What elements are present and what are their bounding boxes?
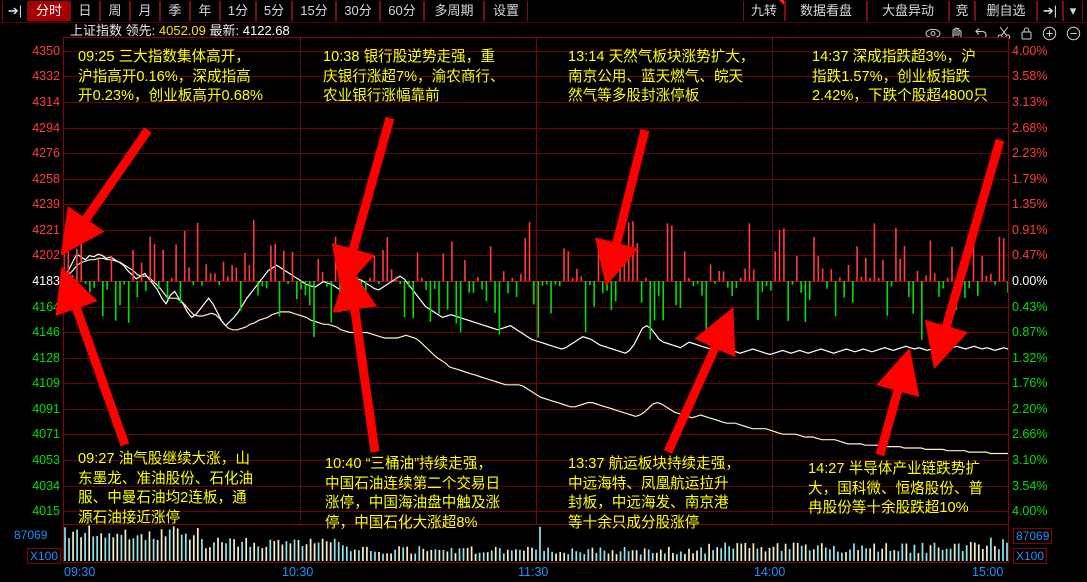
volume-unit-left: X100 (27, 548, 62, 564)
y-tick-percent: 0.00% (1012, 274, 1048, 288)
btn-bid[interactable]: 竞 (949, 1, 975, 21)
x-tick-time: 15:00 (972, 565, 1004, 579)
tab-multi-period[interactable]: 多周期 (424, 1, 484, 21)
volume-bars (64, 525, 1008, 561)
y-tick-price: 4053 (32, 453, 60, 468)
tab-60min[interactable]: 60分 (380, 1, 424, 21)
y-tick-price: 4314 (32, 94, 60, 109)
btn-del-favorite[interactable]: 删自选 (975, 1, 1037, 21)
jump-icon[interactable]: ➔| (2, 1, 28, 21)
x-tick-time: 14:00 (754, 565, 786, 579)
y-tick-price: 4202 (32, 248, 60, 263)
y-tick-price: 4164 (32, 299, 60, 314)
y-tick-percent: 0.43% (1012, 299, 1048, 314)
y-tick-percent: 0.87% (1012, 325, 1048, 340)
hand-icon[interactable] (950, 26, 964, 41)
btn-jump-right[interactable]: ➔| (1037, 1, 1063, 21)
y-tick-price: 4294 (32, 120, 60, 135)
y-tick-percent: 3.13% (1012, 94, 1048, 109)
latest-label: 最新: (209, 23, 240, 38)
tab-year[interactable]: 年 (190, 1, 220, 21)
tab-30min[interactable]: 30分 (336, 1, 380, 21)
y-tick-percent: 2.20% (1012, 401, 1048, 416)
tab-month[interactable]: 月 (130, 1, 160, 21)
btn-market-anomaly[interactable]: 大盘异动 (867, 1, 949, 21)
btn-data-board[interactable]: 数据看盘 (785, 1, 867, 21)
x-tick-time: 10:30 (282, 565, 314, 579)
annotation-1337: 13:37 航运板块持续走强， 中远海特、凤凰航运拉升 封板，中远海发、南京港 … (568, 456, 740, 531)
btn-dropdown[interactable]: ▾ (1063, 1, 1083, 21)
y-tick-percent: 0.47% (1012, 248, 1048, 263)
tab-quarter[interactable]: 季 (160, 1, 190, 21)
y-tick-percent: 3.10% (1012, 453, 1048, 468)
y-tick-price: 4128 (32, 350, 60, 365)
y-tick-price: 4221 (32, 222, 60, 237)
new-badge-icon (779, 0, 784, 5)
btn-jiuzhuan[interactable]: 九转 (743, 1, 785, 21)
y-tick-percent: 3.54% (1012, 478, 1048, 493)
y-tick-price: 4071 (32, 427, 60, 442)
y-tick-price: 4109 (32, 376, 60, 391)
price-lines (64, 253, 1008, 455)
y-tick-percent: 0.91% (1012, 222, 1048, 237)
y-tick-price: 4332 (32, 69, 60, 84)
y-tick-price: 4146 (32, 325, 60, 340)
zoom-out-icon[interactable] (1066, 26, 1081, 41)
y-tick-price: 4183 (32, 274, 60, 288)
tab-1min[interactable]: 1分 (220, 1, 256, 21)
zoom-in-icon[interactable] (1042, 26, 1057, 41)
tab-15min[interactable]: 15分 (292, 1, 336, 21)
y-tick-price: 4034 (32, 478, 60, 493)
y-tick-percent: 3.58% (1012, 69, 1048, 84)
y-tick-percent: 2.68% (1012, 120, 1048, 135)
volume-unit-right: X100 (1013, 548, 1048, 564)
index-name: 上证指数 (70, 23, 123, 38)
volume-scale-right: 87069 (1013, 528, 1053, 544)
lead-label: 领先: (125, 23, 156, 38)
price-plot[interactable] (63, 37, 1009, 525)
index-header: 上证指数 领先: 4052.09 最新: 4122.68 (70, 22, 290, 39)
average-line (64, 257, 1008, 455)
y-tick-price: 4015 (32, 504, 60, 519)
lead-value: 4052.09 (158, 23, 206, 38)
tab-day[interactable]: 日 (70, 1, 100, 21)
volume-scale-left: 87069 (14, 528, 48, 542)
x-tick-time: 09:30 (64, 565, 96, 579)
annotation-1314: 13:14 天然气板块涨势扩大， 南京公用、蓝天燃气、皖天 然气等多股封涨停板 (568, 49, 755, 104)
annotation-0927: 09:27 油气股继续大涨，山 东墨龙、准油股份、石化油 服、中曼石油均2连板，… (78, 451, 254, 526)
annotation-1437: 14:37 深成指跌超3%，沪 指跌1.57%，创业板指跌 2.42%，下跌个股… (812, 49, 989, 104)
y-tick-price: 4350 (32, 43, 60, 58)
annotation-1427: 14:27 半导体产业链跌势扩 大，国科微、恒烙股份、普 冉股份等十余股跌超10… (808, 461, 984, 516)
y-tick-percent: 2.23% (1012, 146, 1048, 161)
y-tick-percent: 4.00% (1012, 504, 1048, 519)
tab-minute[interactable]: 分时 (28, 1, 70, 21)
top-toolbar: ➔| 分时日周月季年 1分 5分 15分 30分 60分 多周期 设置 九转 数据看盘 大盘异动竞删… (0, 0, 1087, 23)
annotation-1040: 10:40 “三桶油”持续走强， 中国石油连续第二个交易日 涨停，中国海油盘中触… (325, 456, 501, 531)
annotation-1038: 10:38 银行股逆势走强，重 庆银行涨超7%，渝农商行、 农业银行涨幅靠前 (323, 49, 505, 104)
tool-icon-row (925, 24, 1081, 42)
gridline-hour (772, 38, 774, 524)
y-tick-price: 4091 (32, 401, 60, 416)
tab-week[interactable]: 周 (100, 1, 130, 21)
y-tick-percent: 2.66% (1012, 427, 1048, 442)
y-tick-price: 4276 (32, 146, 60, 161)
y-tick-percent: 1.79% (1012, 171, 1048, 186)
tab-settings[interactable]: 设置 (484, 1, 528, 21)
y-tick-price: 4239 (32, 197, 60, 212)
lock-icon[interactable] (1020, 26, 1033, 40)
latest-value: 4122.68 (242, 23, 290, 38)
y-tick-percent: 1.32% (1012, 350, 1048, 365)
gridline-session-break (536, 38, 537, 524)
y-tick-percent: 1.76% (1012, 376, 1048, 391)
y-tick-percent: 4.00% (1012, 43, 1048, 58)
annotation-0925: 09:25 三大指数集体高开， 沪指高开0.16%，深成指高 开0.23%，创业… (78, 49, 263, 104)
y-tick-price: 4258 (32, 171, 60, 186)
x-tick-time: 11:30 (518, 565, 549, 579)
y-tick-percent: 1.35% (1012, 197, 1048, 212)
volume-plot[interactable] (63, 525, 1009, 563)
tab-5min[interactable]: 5分 (256, 1, 292, 21)
